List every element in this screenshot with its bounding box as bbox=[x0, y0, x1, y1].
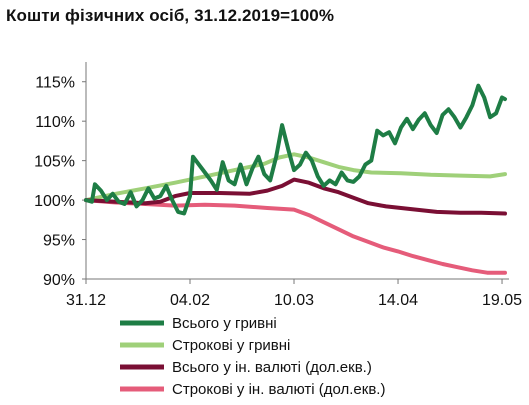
y-tick-label: 95% bbox=[43, 233, 75, 250]
chart-legend: Всього у гривні Строкові у гривні Всього у… bbox=[120, 315, 385, 398]
y-tick-label: 105% bbox=[34, 154, 75, 171]
chart-axes: 90% 95% 100% 105% 110% 115% 31.12 04.02 10.03 14.… bbox=[34, 62, 522, 309]
y-tick-label: 100% bbox=[34, 193, 75, 210]
y-tick-label: 115% bbox=[35, 75, 75, 92]
series-layer bbox=[84, 83, 507, 275]
x-tick-label: 10.03 bbox=[274, 292, 314, 309]
series-line-4 bbox=[84, 198, 507, 275]
x-tick-label: 19.05 bbox=[482, 292, 522, 309]
x-tick-label: 14.04 bbox=[378, 292, 418, 309]
chart-title: Кошти фізичних осіб, 31.12.2019=100% bbox=[6, 6, 335, 25]
x-tick-label: 04.02 bbox=[170, 292, 210, 309]
y-tick-label: 90% bbox=[43, 272, 75, 289]
series-line-1 bbox=[84, 83, 507, 216]
x-tick-label: 31.12 bbox=[66, 292, 106, 309]
y-tick-label: 110% bbox=[35, 114, 75, 131]
series-line-2 bbox=[84, 152, 507, 203]
legend-label-4: Строкові у ін. валюті (дол.екв.) bbox=[172, 381, 385, 398]
legend-label-3: Всього у ін. валюті (дол.екв.) bbox=[172, 359, 372, 376]
legend-label-1: Всього у гривні bbox=[172, 315, 277, 332]
legend-label-2: Строкові у гривні bbox=[172, 337, 290, 354]
